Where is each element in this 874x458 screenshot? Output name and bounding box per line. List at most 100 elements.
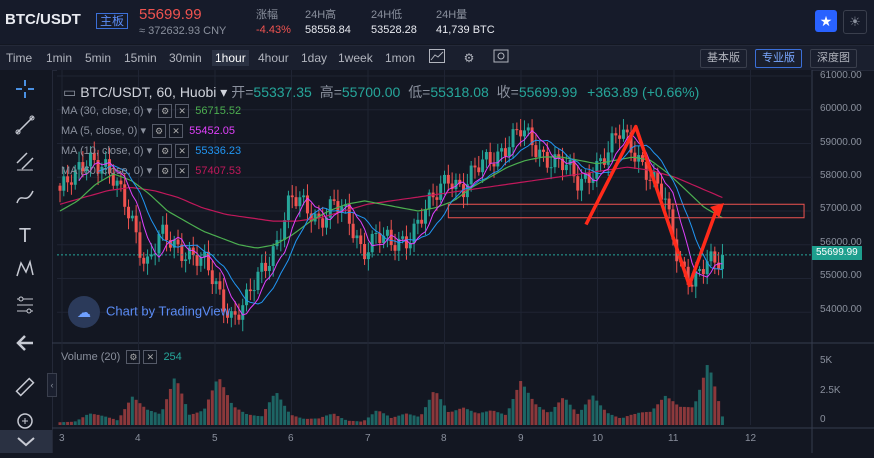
zigzag-arrowhead [710,203,725,218]
indicator-ma10[interactable]: MA (10, close, 0) ▾ ⚙ ✕ 55336.23 [61,144,242,159]
brush-icon[interactable] [10,186,40,214]
volume-bar [675,404,679,425]
candle-body [206,251,210,271]
indicator-ma30[interactable]: MA (30, close, 0) ▾ ⚙ ✕ 56715.52 [61,104,242,119]
candle-body [267,265,271,272]
candle-body [423,209,427,224]
x-label: 5 [212,433,218,444]
ruler-icon[interactable] [10,376,40,404]
volume-bar [416,416,420,425]
legend-title[interactable]: BTC/USDT, 60, Huobi [80,84,217,100]
volume-bar [420,414,424,425]
candle-body [507,147,511,157]
favorite-star-icon[interactable]: ★ [815,10,837,32]
pair-name[interactable]: BTC/USDT [5,11,81,28]
theme-toggle-icon[interactable]: ☀ [843,10,867,34]
ma10-settings-icon[interactable]: ⚙ [158,144,173,159]
text-tool-icon[interactable]: T [18,225,32,247]
ma30-close-icon[interactable]: ✕ [175,104,190,119]
candle-body [199,257,203,266]
candle-body [119,180,123,185]
volume-bar [385,415,389,425]
fib-tool-icon[interactable] [10,294,40,322]
volume-bar [549,411,553,425]
tf-15min[interactable]: 15min [124,51,157,65]
candle-body [633,152,637,162]
volume-bar [374,410,378,425]
ma60-settings-icon[interactable]: ⚙ [158,164,173,179]
volume-bar [522,386,526,425]
candle-body [572,159,576,177]
volume-bar [146,409,150,425]
pattern-tool-icon[interactable] [10,258,40,286]
legend-close: 55699.99 [518,84,578,100]
volume-bar [58,422,62,425]
collapse-toolbar-icon[interactable]: ‹ [47,373,57,397]
tf-5min[interactable]: 5min [85,51,112,65]
settings-gear-icon[interactable]: ⚙ [463,51,475,65]
pro-version-button[interactable]: 专业版 [755,49,802,68]
candle-body [359,235,363,245]
volume-bar [210,390,214,425]
volume-bar [134,399,138,425]
tradingview-watermark[interactable]: ☁ Chart by TradingView [68,296,230,328]
indicator-ma5[interactable]: MA (5, close, 0) ▾ ⚙ ✕ 55452.05 [61,124,236,139]
volume-bar [62,422,66,425]
volume-bar [180,393,184,425]
volume-bar [515,389,519,425]
candle-body [203,251,207,258]
screenshot-camera-icon[interactable] [492,49,510,67]
candle-body [431,192,435,198]
depth-chart-button[interactable]: 深度图 [810,49,857,68]
indicator-ma60[interactable]: MA (60, close, 0) ▾ ⚙ ✕ 57407.53 [61,164,242,179]
basic-version-button[interactable]: 基本版 [700,49,747,68]
candle-body [599,158,603,162]
candle-body [187,247,191,260]
zoom-in-icon[interactable] [10,410,40,438]
candle-body [427,192,431,210]
candle-body [229,311,233,318]
tf-1min[interactable]: 1min [46,51,73,65]
ma60-close-icon[interactable]: ✕ [175,164,190,179]
tf-4hour[interactable]: 4hour [258,51,289,65]
crosshair-icon[interactable] [10,78,40,106]
volume-settings-icon[interactable]: ⚙ [126,350,141,364]
stat-value-change: -4.43% [256,24,291,36]
tf-1mon[interactable]: 1mon [385,51,416,65]
tf-1day[interactable]: 1day [301,51,328,65]
volume-bar [127,402,131,425]
volume-legend[interactable]: Volume (20) ⚙ ✕ 254 [61,350,182,364]
legend-close-label: 收= [496,84,519,100]
candle-body [675,239,679,262]
candle-body [264,262,268,272]
arrow-left-icon[interactable] [10,332,40,360]
volume-bar [321,416,325,425]
tf-time[interactable]: Time [6,51,33,65]
volume-bar [290,415,294,425]
candle-body [686,266,690,285]
candle-body [172,239,176,248]
tf-1hour[interactable]: 1hour [212,50,249,66]
tf-1week[interactable]: 1week [338,51,373,65]
volume-bar [279,399,283,425]
ma5-close-icon[interactable]: ✕ [169,124,184,139]
volume-bar [526,392,530,425]
more-tools-chevron-icon[interactable] [0,430,52,453]
trend-line-icon[interactable] [10,114,40,142]
volume-bar [412,415,416,425]
volume-close-icon[interactable]: ✕ [143,350,158,364]
tf-30min[interactable]: 30min [169,51,202,65]
ma30-settings-icon[interactable]: ⚙ [158,104,173,119]
ma5-settings-icon[interactable]: ⚙ [152,124,167,139]
parallel-channel-icon[interactable] [10,150,40,178]
ma60-value: 57407.53 [195,165,242,177]
legend-high: 55700.00 [341,84,401,100]
volume-bar [583,404,587,425]
volume-bar [477,413,481,425]
volume-bar [450,411,454,425]
candle-body [679,261,683,263]
ma10-close-icon[interactable]: ✕ [175,144,190,159]
candle-body [557,154,561,159]
stat-label-low: 24H低 [371,9,403,21]
indicator-chart-icon[interactable] [428,49,446,67]
